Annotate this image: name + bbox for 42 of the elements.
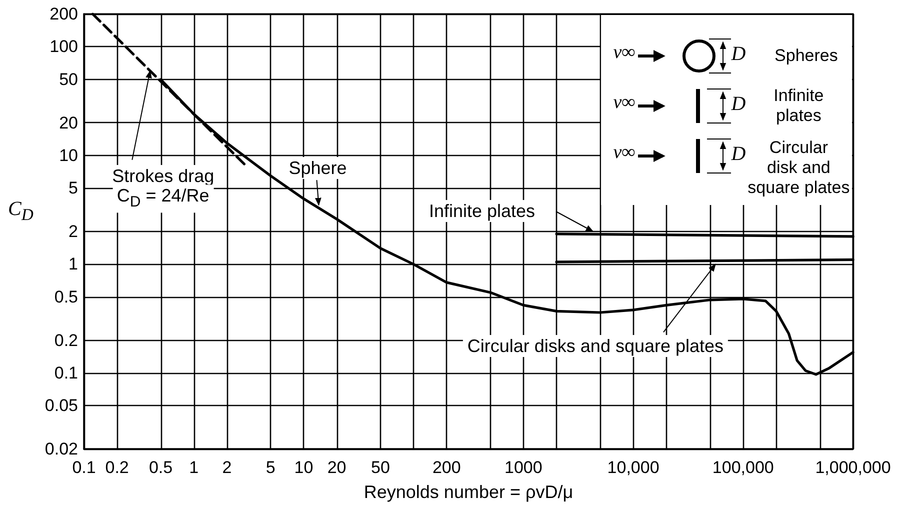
x-tick-label: 5 [266, 458, 276, 477]
annotation: Infinite plates [424, 200, 540, 222]
x-tick-label: 2 [222, 458, 232, 477]
y-tick-label: 0.2 [54, 330, 78, 350]
x-axis-title: Reynolds number = ρvD/μ [362, 482, 574, 503]
x-tick-label: 100,000 [712, 458, 774, 477]
x-tick-label: 10,000 [607, 458, 660, 477]
annotation: Sphere [284, 157, 351, 180]
x-tick-label: 20 [327, 458, 346, 477]
y-tick-label: 20 [59, 113, 78, 132]
x-tick-label: 200 [432, 458, 461, 477]
y-tick-label: 200 [50, 4, 78, 24]
annotation: Circular disk and square plates [746, 138, 851, 198]
y-tick-label: 1 [68, 254, 78, 274]
annotation: v∞ [613, 42, 636, 64]
y-tick-label: 100 [50, 37, 78, 56]
y-tick-label: 2 [68, 222, 78, 241]
y-tick-label: 0.02 [44, 440, 78, 458]
x-tick-label: 0.5 [148, 458, 173, 477]
y-tick-label: 0.1 [54, 363, 78, 382]
annotation: D [731, 143, 746, 166]
y-tick-label: 10 [59, 146, 78, 165]
y-tick-label: 0.5 [54, 287, 78, 306]
x-tick-label: 1000 [504, 458, 542, 477]
annotation: C$_{D}$ = 24/Re [112, 184, 214, 214]
annotation: D [731, 93, 746, 116]
x-tick-label: 50 [371, 458, 390, 477]
x-tick-label: 1,000,000 [815, 458, 891, 477]
annotation: v∞ [613, 142, 636, 164]
annotation: Circular disks and square plates [463, 335, 728, 358]
x-tick-label: 1 [189, 458, 199, 477]
annotation: Spheres [774, 46, 839, 66]
annotation: D [731, 43, 746, 66]
annotation: v∞ [613, 92, 636, 114]
x-tick-label: 10 [294, 458, 314, 477]
y-tick-label: 5 [68, 178, 78, 198]
annotation: Infinite plates [774, 86, 824, 125]
x-tick-label: 0.2 [105, 458, 129, 477]
y-tick-label: 50 [59, 70, 78, 89]
y-tick-label: 0.05 [44, 396, 78, 416]
y-axis-title: C$_{D}$ [8, 198, 34, 225]
annotation: Strokes drag [108, 164, 218, 187]
